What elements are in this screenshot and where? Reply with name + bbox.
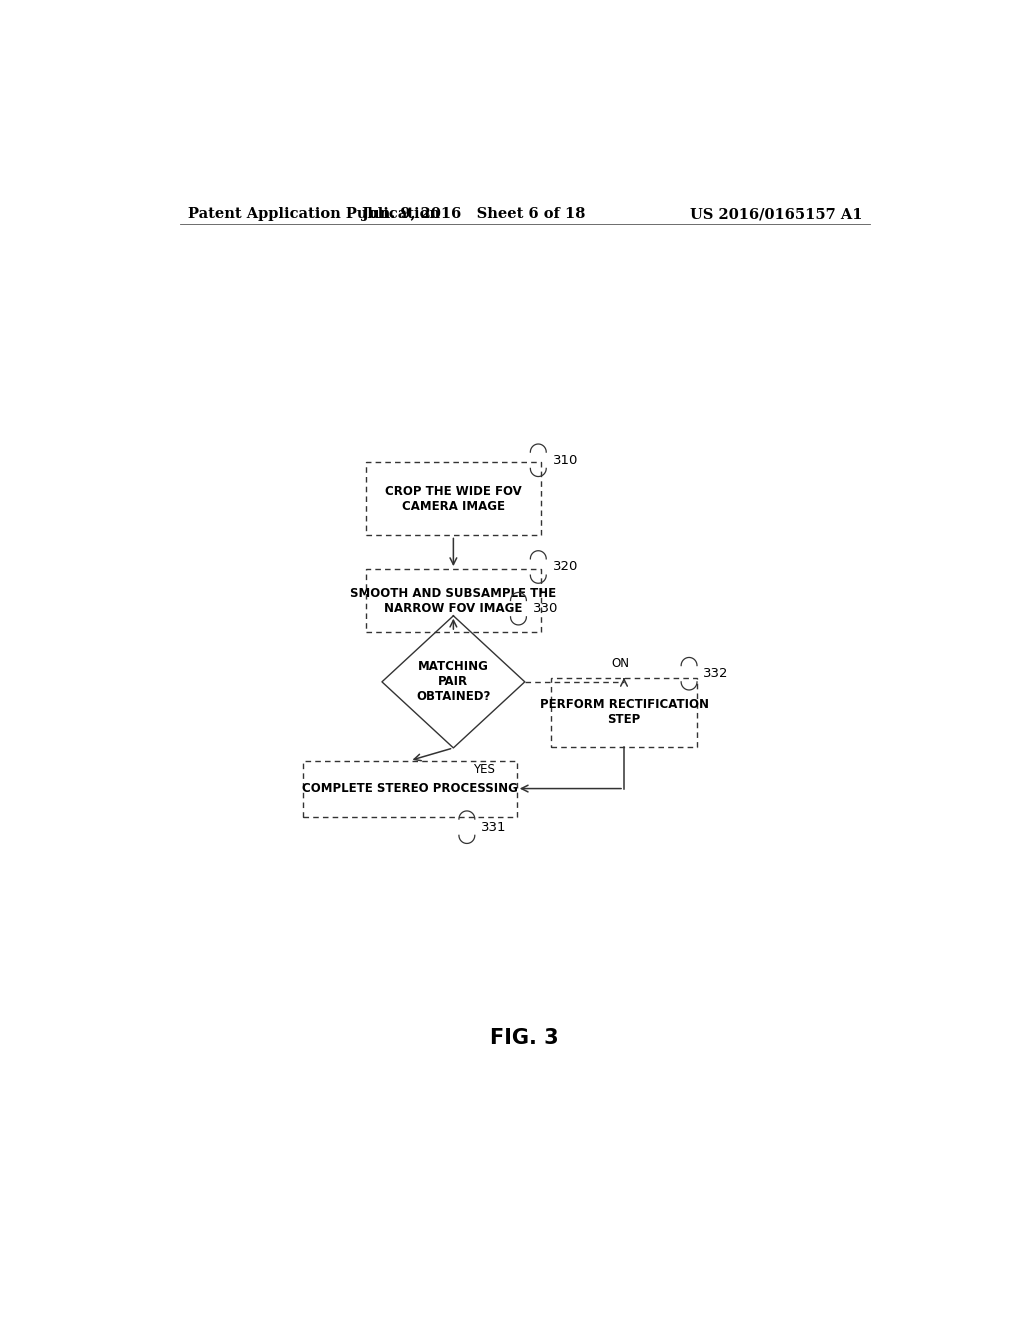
Text: PERFORM RECTIFICATION
STEP: PERFORM RECTIFICATION STEP [540,698,709,726]
Text: 320: 320 [553,561,578,573]
Text: MATCHING
PAIR
OBTAINED?: MATCHING PAIR OBTAINED? [416,660,490,704]
Bar [303,760,517,817]
Text: 330: 330 [532,602,558,615]
Text: Patent Application Publication: Patent Application Publication [187,207,439,222]
Bar [367,462,541,536]
Text: 331: 331 [481,821,507,834]
Text: 310: 310 [553,454,578,467]
Text: SMOOTH AND SUBSAMPLE THE
NARROW FOV IMAGE: SMOOTH AND SUBSAMPLE THE NARROW FOV IMAG… [350,586,556,615]
Text: CROP THE WIDE FOV
CAMERA IMAGE: CROP THE WIDE FOV CAMERA IMAGE [385,484,522,513]
Text: FIG. 3: FIG. 3 [490,1027,559,1048]
Text: Jun. 9, 2016   Sheet 6 of 18: Jun. 9, 2016 Sheet 6 of 18 [361,207,585,222]
Text: YES: YES [473,763,495,776]
Polygon shape [382,615,524,748]
Bar [367,569,541,632]
Text: US 2016/0165157 A1: US 2016/0165157 A1 [689,207,862,222]
Text: ON: ON [611,656,629,669]
Bar [551,677,697,747]
Text: 332: 332 [703,667,729,680]
Text: COMPLETE STEREO PROCESSING: COMPLETE STEREO PROCESSING [302,781,518,795]
